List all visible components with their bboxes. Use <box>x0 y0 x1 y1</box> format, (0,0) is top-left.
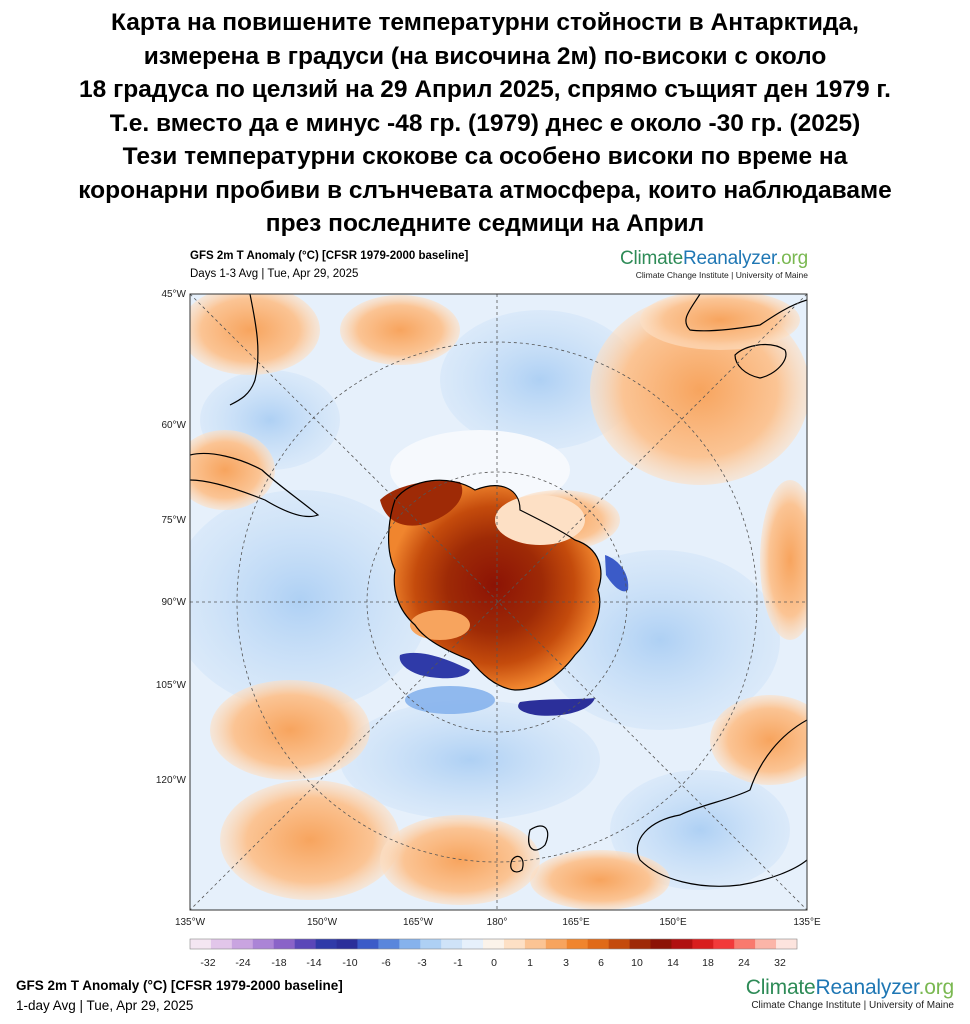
bottom-axis-labels: 135°W 150°W 165°W 180° 165°E 150°E 135°E <box>175 917 821 928</box>
colorbar-labels: -32 -24 -18 -14 -10 -6 -3 -1 0 1 3 6 10 14 18 24 32 <box>200 957 786 969</box>
map-frame <box>189 293 808 911</box>
caption: Карта на повишените температурни стойнос… <box>0 6 970 241</box>
colorbar-swatch <box>190 939 212 949</box>
colorbar-swatch <box>357 939 379 949</box>
logo-subtitle: Climate Change Institute | University of… <box>635 270 808 280</box>
colorbar-label: 3 <box>563 957 569 969</box>
bottom-axis-label: 165°E <box>562 917 590 928</box>
caption-line-5: Тези температурни скокове са особено вис… <box>122 143 848 170</box>
colorbar-label: 18 <box>702 957 714 969</box>
colorbar-swatch <box>441 939 463 949</box>
logo-reanalyzer: Reanalyzer <box>815 976 919 999</box>
left-axis-label: 75°W <box>161 515 186 526</box>
colorbar-label: -32 <box>200 957 215 969</box>
climate-reanalyzer-logo: ClimateReanalyzer.org Climate Change Ins… <box>618 248 808 280</box>
bottom-axis-label: 150°E <box>659 917 687 928</box>
colorbar-swatch <box>629 939 651 949</box>
anomaly-field <box>190 294 807 910</box>
colorbar-swatch <box>671 939 693 949</box>
logo-org: .org <box>776 248 808 269</box>
colorbar-swatch <box>462 939 484 949</box>
map-svg: 45°W 60°W 75°W 90°W 105°W 120°W 135°W 150°W 165… <box>156 289 821 969</box>
colorbar-swatch <box>210 939 233 949</box>
colorbar-swatch <box>252 939 275 949</box>
colorbar-label: 0 <box>491 957 497 969</box>
colorbar-swatch <box>231 939 254 949</box>
caption-line-7: през последните седмици на Април <box>265 210 705 237</box>
colorbar-label: -1 <box>453 957 462 969</box>
left-axis-label: 90°W <box>161 597 186 608</box>
logo-subtitle: Climate Change Institute | University of… <box>751 1000 954 1011</box>
colorbar-label: 14 <box>667 957 679 969</box>
colorbar-swatch <box>608 939 630 949</box>
colorbar-label: -3 <box>417 957 426 969</box>
coastlines <box>190 294 807 887</box>
colorbar-swatch <box>399 939 421 949</box>
colorbar-swatch <box>524 939 547 949</box>
colorbar-label: 6 <box>598 957 604 969</box>
colorbar-label: -10 <box>342 957 357 969</box>
footer-subtitle: 1-day Avg | Tue, Apr 29, 2025 <box>16 998 194 1013</box>
colorbar-swatch <box>378 939 400 949</box>
colorbar-swatch <box>776 939 798 949</box>
colorbar-swatch <box>587 939 609 949</box>
colorbar-swatch <box>734 939 756 949</box>
colorbar-swatch <box>566 939 588 949</box>
colorbar-swatch <box>420 939 442 949</box>
footer-title: GFS 2m T Anomaly (°C) [CFSR 1979-2000 ba… <box>16 978 343 993</box>
cold-anomaly-west <box>399 652 470 679</box>
colorbar-frame <box>189 938 798 950</box>
colorbar-label: -24 <box>235 957 250 969</box>
colorbar-label: 10 <box>631 957 643 969</box>
colorbar-label: -18 <box>271 957 286 969</box>
left-axis-label: 105°W <box>156 680 187 691</box>
colorbar-label: 24 <box>738 957 750 969</box>
map-figure: 45°W 60°W 75°W 90°W 105°W 120°W 135°W 150°W 165… <box>156 289 821 969</box>
colorbar-label: -6 <box>381 957 390 969</box>
panel-title: GFS 2m T Anomaly (°C) [CFSR 1979-2000 ba… <box>190 250 469 262</box>
logo-reanalyzer: Reanalyzer <box>682 248 777 269</box>
colorbar-swatch <box>336 939 358 949</box>
colorbar-swatch <box>692 939 714 949</box>
bottom-axis-label: 150°W <box>307 917 338 928</box>
colorbar-swatch <box>503 939 526 949</box>
colorbar-label: 32 <box>774 957 786 969</box>
colorbar-swatch <box>273 939 295 949</box>
left-axis-label: 60°W <box>161 420 186 431</box>
caption-line-4: Т.е. вместо да е минус -48 гр. (1979) дн… <box>109 109 861 137</box>
logo-org: .org <box>918 976 955 999</box>
caption-line-3: 18 градуса по целзий на 29 Април 2025, с… <box>79 76 891 103</box>
caption-line-2: измерена в градуси (на височина 2м) по-в… <box>143 42 827 70</box>
graticule <box>190 294 807 910</box>
colorbar-swatch <box>294 939 316 949</box>
bottom-axis-label: 165°W <box>403 917 434 928</box>
left-axis-label: 45°W <box>161 289 186 300</box>
bottom-axis-label: 180° <box>487 917 508 928</box>
caption-line-6: коронарни пробиви в слънчевата атмосфера… <box>78 176 892 204</box>
bottom-axis-label: 135°E <box>793 917 821 928</box>
colorbar-swatch <box>545 939 568 949</box>
bottom-axis-label: 135°W <box>175 917 206 928</box>
left-axis-label: 120°W <box>156 775 187 786</box>
colorbar-label: 1 <box>527 957 533 969</box>
panel-subtitle: Days 1-3 Avg | Tue, Apr 29, 2025 <box>190 268 359 280</box>
colorbar-swatch <box>755 939 777 949</box>
colorbar-swatch <box>650 939 672 949</box>
colorbar-swatch <box>315 939 337 949</box>
colorbar-swatch <box>713 939 735 949</box>
colorbar <box>189 938 798 950</box>
climate-reanalyzer-logo-footer: ClimateReanalyzer.org Climate Change Ins… <box>734 976 954 1011</box>
colorbar-label: -14 <box>306 957 321 969</box>
logo-climate: Climate <box>619 248 683 269</box>
caption-line-1: Карта на повишените температурни стойнос… <box>111 9 859 36</box>
colorbar-swatch <box>483 939 505 949</box>
logo-climate: Climate <box>745 976 816 999</box>
left-axis-labels: 45°W 60°W 75°W 90°W 105°W 120°W <box>156 289 187 786</box>
cold-anomaly-south <box>518 698 595 716</box>
